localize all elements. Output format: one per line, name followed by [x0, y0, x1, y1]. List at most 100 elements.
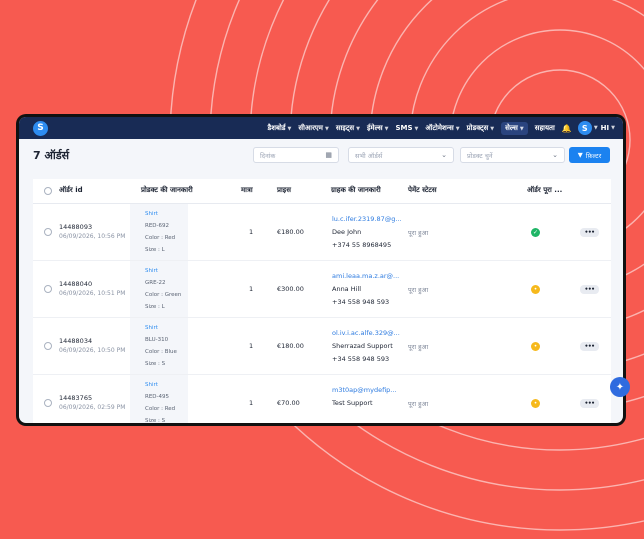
user-greeting: HI	[600, 124, 610, 132]
table-row[interactable]: 14483765 06/09/2026, 02:59 PM Shirt RED-495…	[33, 375, 611, 423]
product-select[interactable]: प्रोडक्ट चुनें ⌄	[460, 147, 565, 163]
more-actions-button[interactable]: •••	[580, 285, 599, 294]
filter-button[interactable]: ▼ फ़िल्टर	[569, 147, 610, 163]
more-actions-button[interactable]: •••	[580, 342, 599, 351]
chevron-down-icon: ▼	[455, 125, 460, 132]
order-date: 06/09/2026, 10:56 PM	[59, 233, 126, 240]
chevron-down-icon[interactable]: ▼	[611, 125, 615, 131]
orders-select-value: सभी ऑर्डर्स	[355, 151, 383, 160]
product-color: Color : Green	[145, 292, 182, 298]
chevron-down-icon: ▼	[490, 125, 495, 132]
quantity: 1	[249, 285, 254, 293]
nav-item-2[interactable]: साइट्स ▼	[336, 124, 360, 133]
table-row[interactable]: 14488093 06/09/2026, 10:56 PM Shirt RED-692…	[33, 204, 611, 261]
pending-icon: •	[531, 399, 540, 408]
nav-item-label: ऑटोमेशन्स	[425, 123, 454, 132]
nav-item-label: सहायता	[534, 123, 555, 132]
product-select-value: प्रोडक्ट चुनें	[467, 151, 493, 160]
header-price[interactable]: प्राइस	[277, 186, 291, 194]
nav-item-label: ईमेल्स	[366, 123, 383, 132]
table-row[interactable]: 14488040 06/09/2026, 10:51 PM Shirt GRE-22 C…	[33, 261, 611, 318]
bell-icon[interactable]: 🔔	[561, 123, 572, 133]
top-navigation: S डैशबोर्ड ▼ सीआरएम ▼ साइट्स ▼ ईमेल्स ▼ SMS ▼ ऑटोम…	[19, 117, 623, 139]
customer-email[interactable]: lu.c.ifer.2319.87@g...	[332, 215, 402, 223]
order-date: 06/09/2026, 10:51 PM	[59, 290, 126, 297]
select-all-radio[interactable]	[44, 187, 52, 195]
chevron-down-icon: ▼	[519, 125, 524, 132]
product-name[interactable]: Shirt	[145, 382, 158, 388]
orders-select[interactable]: सभी ऑर्डर्स ⌄	[348, 147, 454, 163]
chevron-down-icon: ▼	[287, 125, 292, 132]
payment-status: पूरा हुआ	[408, 286, 429, 294]
orders-table: ऑर्डर id प्रोडक्ट की जानकारी मात्रा प्रा…	[33, 179, 611, 423]
quantity: 1	[249, 228, 254, 236]
device-frame: S डैशबोर्ड ▼ सीआरएम ▼ साइट्स ▼ ईमेल्स ▼ SMS ▼ ऑटोम…	[16, 114, 626, 426]
calendar-icon: ▦	[325, 151, 332, 159]
product-size: Size : L	[145, 247, 165, 253]
customer-phone: +34 558 948 593	[332, 298, 390, 306]
header-order-id[interactable]: ऑर्डर id	[59, 186, 83, 194]
order-date: 06/09/2026, 10:50 PM	[59, 347, 126, 354]
customer-email[interactable]: ol.iv.i.ac.alfe.329@...	[332, 329, 400, 337]
more-actions-button[interactable]: •••	[580, 228, 599, 237]
sparkle-icon: ✦	[615, 381, 625, 393]
nav-item-0[interactable]: डैशबोर्ड ▼	[267, 124, 291, 133]
nav-item-1[interactable]: सीआरएम ▼	[298, 124, 328, 133]
app-logo[interactable]: S	[33, 120, 48, 136]
header-product[interactable]: प्रोडक्ट की जानकारी	[141, 186, 193, 194]
order-id[interactable]: 14483765	[59, 394, 93, 402]
row-select-radio[interactable]	[44, 285, 52, 293]
product-column-bg	[130, 318, 188, 374]
product-column-bg	[130, 375, 188, 423]
chevron-down-icon: ▼	[356, 125, 360, 132]
nav-item-8[interactable]: सहायता	[535, 124, 555, 133]
product-sku: RED-692	[145, 223, 170, 229]
nav-item-label: प्रोडक्ट्स	[466, 123, 489, 132]
header-fulfilled[interactable]: ऑर्डर पूरा ...	[527, 186, 563, 194]
table-row[interactable]: 14488034 06/09/2026, 10:50 PM Shirt BLU-310…	[33, 318, 611, 375]
chevron-down-icon: ▼	[414, 126, 419, 132]
filter-label: फ़िल्टर	[585, 151, 602, 160]
user-avatar[interactable]: S	[577, 121, 592, 135]
nav-item-label: सेल्स	[505, 123, 518, 132]
header-customer[interactable]: ग्राहक की जानकारी	[331, 186, 381, 194]
product-color: Color : Red	[145, 406, 176, 412]
payment-status: पूरा हुआ	[408, 229, 429, 237]
nav-item-label: डैशबोर्ड	[267, 123, 286, 132]
product-name[interactable]: Shirt	[145, 211, 158, 217]
table-body: 14488093 06/09/2026, 10:56 PM Shirt RED-692…	[33, 204, 611, 423]
payment-status: पूरा हुआ	[408, 400, 429, 408]
filter-icon: ▼	[577, 151, 583, 159]
payment-status: पूरा हुआ	[408, 343, 429, 351]
order-id[interactable]: 14488040	[59, 280, 93, 288]
assistant-fab[interactable]: ✦	[610, 377, 630, 397]
order-id[interactable]: 14488034	[59, 337, 93, 345]
row-select-radio[interactable]	[44, 342, 52, 350]
row-select-radio[interactable]	[44, 228, 52, 236]
nav-item-label: SMS	[395, 124, 413, 132]
header-qty[interactable]: मात्रा	[241, 186, 253, 194]
page-title: 7 ऑर्डर्स	[33, 149, 70, 162]
nav-item-7[interactable]: सेल्स ▼	[501, 121, 528, 135]
date-picker[interactable]: दिनांक ▦	[253, 147, 339, 163]
chevron-down-icon[interactable]: ▼	[593, 125, 598, 131]
quantity: 1	[249, 342, 254, 350]
header-payment[interactable]: पेमेंट स्टेटस	[408, 186, 437, 194]
pending-icon: •	[531, 285, 540, 294]
nav-item-5[interactable]: ऑटोमेशन्स ▼	[425, 124, 459, 133]
row-select-radio[interactable]	[44, 399, 52, 407]
product-name[interactable]: Shirt	[145, 268, 158, 274]
nav-item-4[interactable]: SMS ▼	[395, 124, 418, 132]
order-id[interactable]: 14488093	[59, 223, 93, 231]
nav-item-6[interactable]: प्रोडक्ट्स ▼	[467, 124, 494, 133]
more-actions-button[interactable]: •••	[580, 399, 599, 408]
nav-item-label: सीआरएम	[298, 123, 323, 132]
product-name[interactable]: Shirt	[145, 325, 158, 331]
price: €180.00	[277, 228, 304, 236]
chevron-down-icon: ▼	[384, 125, 389, 132]
price: €70.00	[277, 399, 300, 407]
chevron-down-icon: ⌄	[552, 151, 558, 159]
nav-item-3[interactable]: ईमेल्स ▼	[367, 124, 388, 133]
customer-email[interactable]: ami.leaa.ma.z.ar@...	[332, 272, 400, 280]
customer-email[interactable]: m3t0ap@mydefip...	[332, 386, 397, 394]
